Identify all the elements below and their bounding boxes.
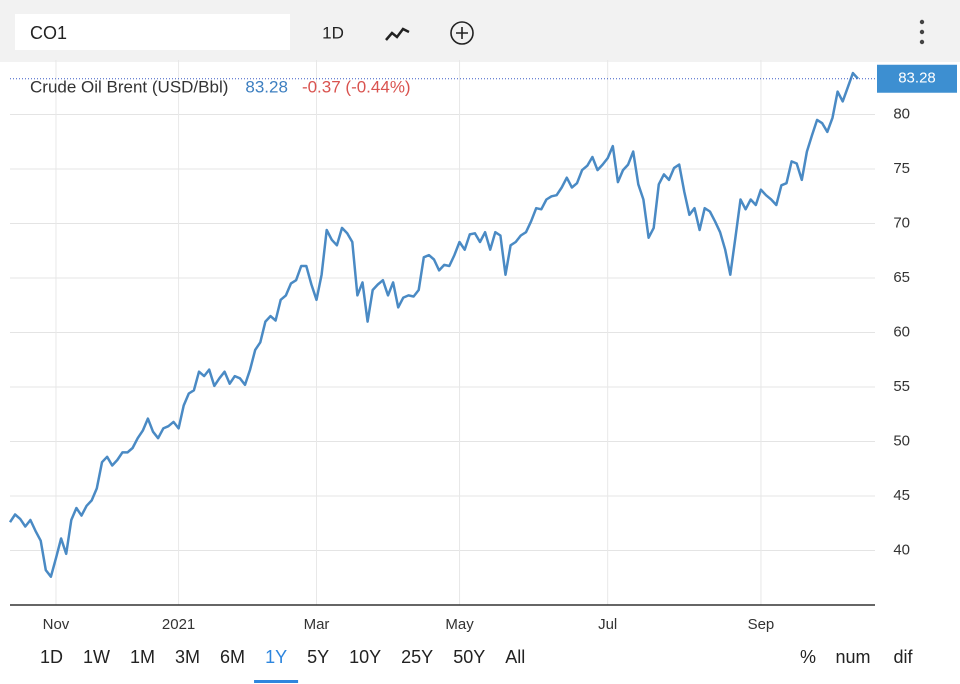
y-tick-label: 60 <box>893 323 910 340</box>
x-tick-label: Sep <box>748 616 775 633</box>
range-button[interactable]: 3M <box>175 647 200 667</box>
range-button[interactable]: 5Y <box>307 647 329 667</box>
mode-button[interactable]: num <box>835 647 870 667</box>
menu-icon[interactable] <box>919 19 925 45</box>
interval-button[interactable]: 1D <box>322 23 344 42</box>
x-tick-label: May <box>445 616 474 633</box>
y-tick-label: 80 <box>893 105 910 122</box>
y-tick-label: 55 <box>893 378 910 395</box>
mode-button[interactable]: % <box>800 647 816 667</box>
y-tick-label: 40 <box>893 541 910 558</box>
x-tick-label: Nov <box>43 616 70 633</box>
active-underline <box>254 680 299 683</box>
legend-change: -0.37 (-0.44%) <box>302 77 411 96</box>
range-button[interactable]: 1Y <box>265 647 287 667</box>
range-bar: 1D 1W 1M 3M 6M 1Y 5Y 10Y 25Y 50Y All% num dif <box>40 647 914 683</box>
price-line <box>8 71 859 578</box>
y-tick-label: 50 <box>893 432 910 449</box>
last-price-badge <box>877 64 957 93</box>
legend-name: Crude Oil Brent (USD/Bbl) <box>30 77 228 96</box>
range-button[interactable]: 1D <box>40 647 63 667</box>
range-button[interactable]: 1M <box>130 647 155 667</box>
mode-button[interactable]: dif <box>893 647 913 667</box>
range-button[interactable]: 10Y <box>349 647 381 667</box>
y-tick-label: 65 <box>893 269 910 286</box>
compare-plus <box>456 27 468 39</box>
last-price-label: 83.28 <box>898 70 936 87</box>
plot: 40 45 50 55 60 65 70 75 80 Nov 2021 Mar May Jul Sep 83.… <box>8 60 957 633</box>
range-button[interactable]: 25Y <box>401 647 433 667</box>
y-tick-label: 45 <box>893 487 910 504</box>
range-button[interactable]: 50Y <box>453 647 485 667</box>
legend-last: 83.28 <box>245 77 288 96</box>
range-button[interactable]: 6M <box>220 647 245 667</box>
symbol: CO1 <box>30 23 67 43</box>
y-tick-label: 75 <box>893 160 910 177</box>
symbol-input[interactable] <box>15 14 290 50</box>
range-button[interactable]: 1W <box>83 647 110 667</box>
compare-icon[interactable] <box>450 21 474 45</box>
chart-type-icon[interactable] <box>385 27 410 41</box>
x-tick-label: 2021 <box>162 616 195 633</box>
y-tick-label: 70 <box>893 214 910 231</box>
x-tick-label: Jul <box>598 616 617 633</box>
x-tick-label: Mar <box>304 616 330 633</box>
range-button[interactable]: All <box>505 647 525 667</box>
